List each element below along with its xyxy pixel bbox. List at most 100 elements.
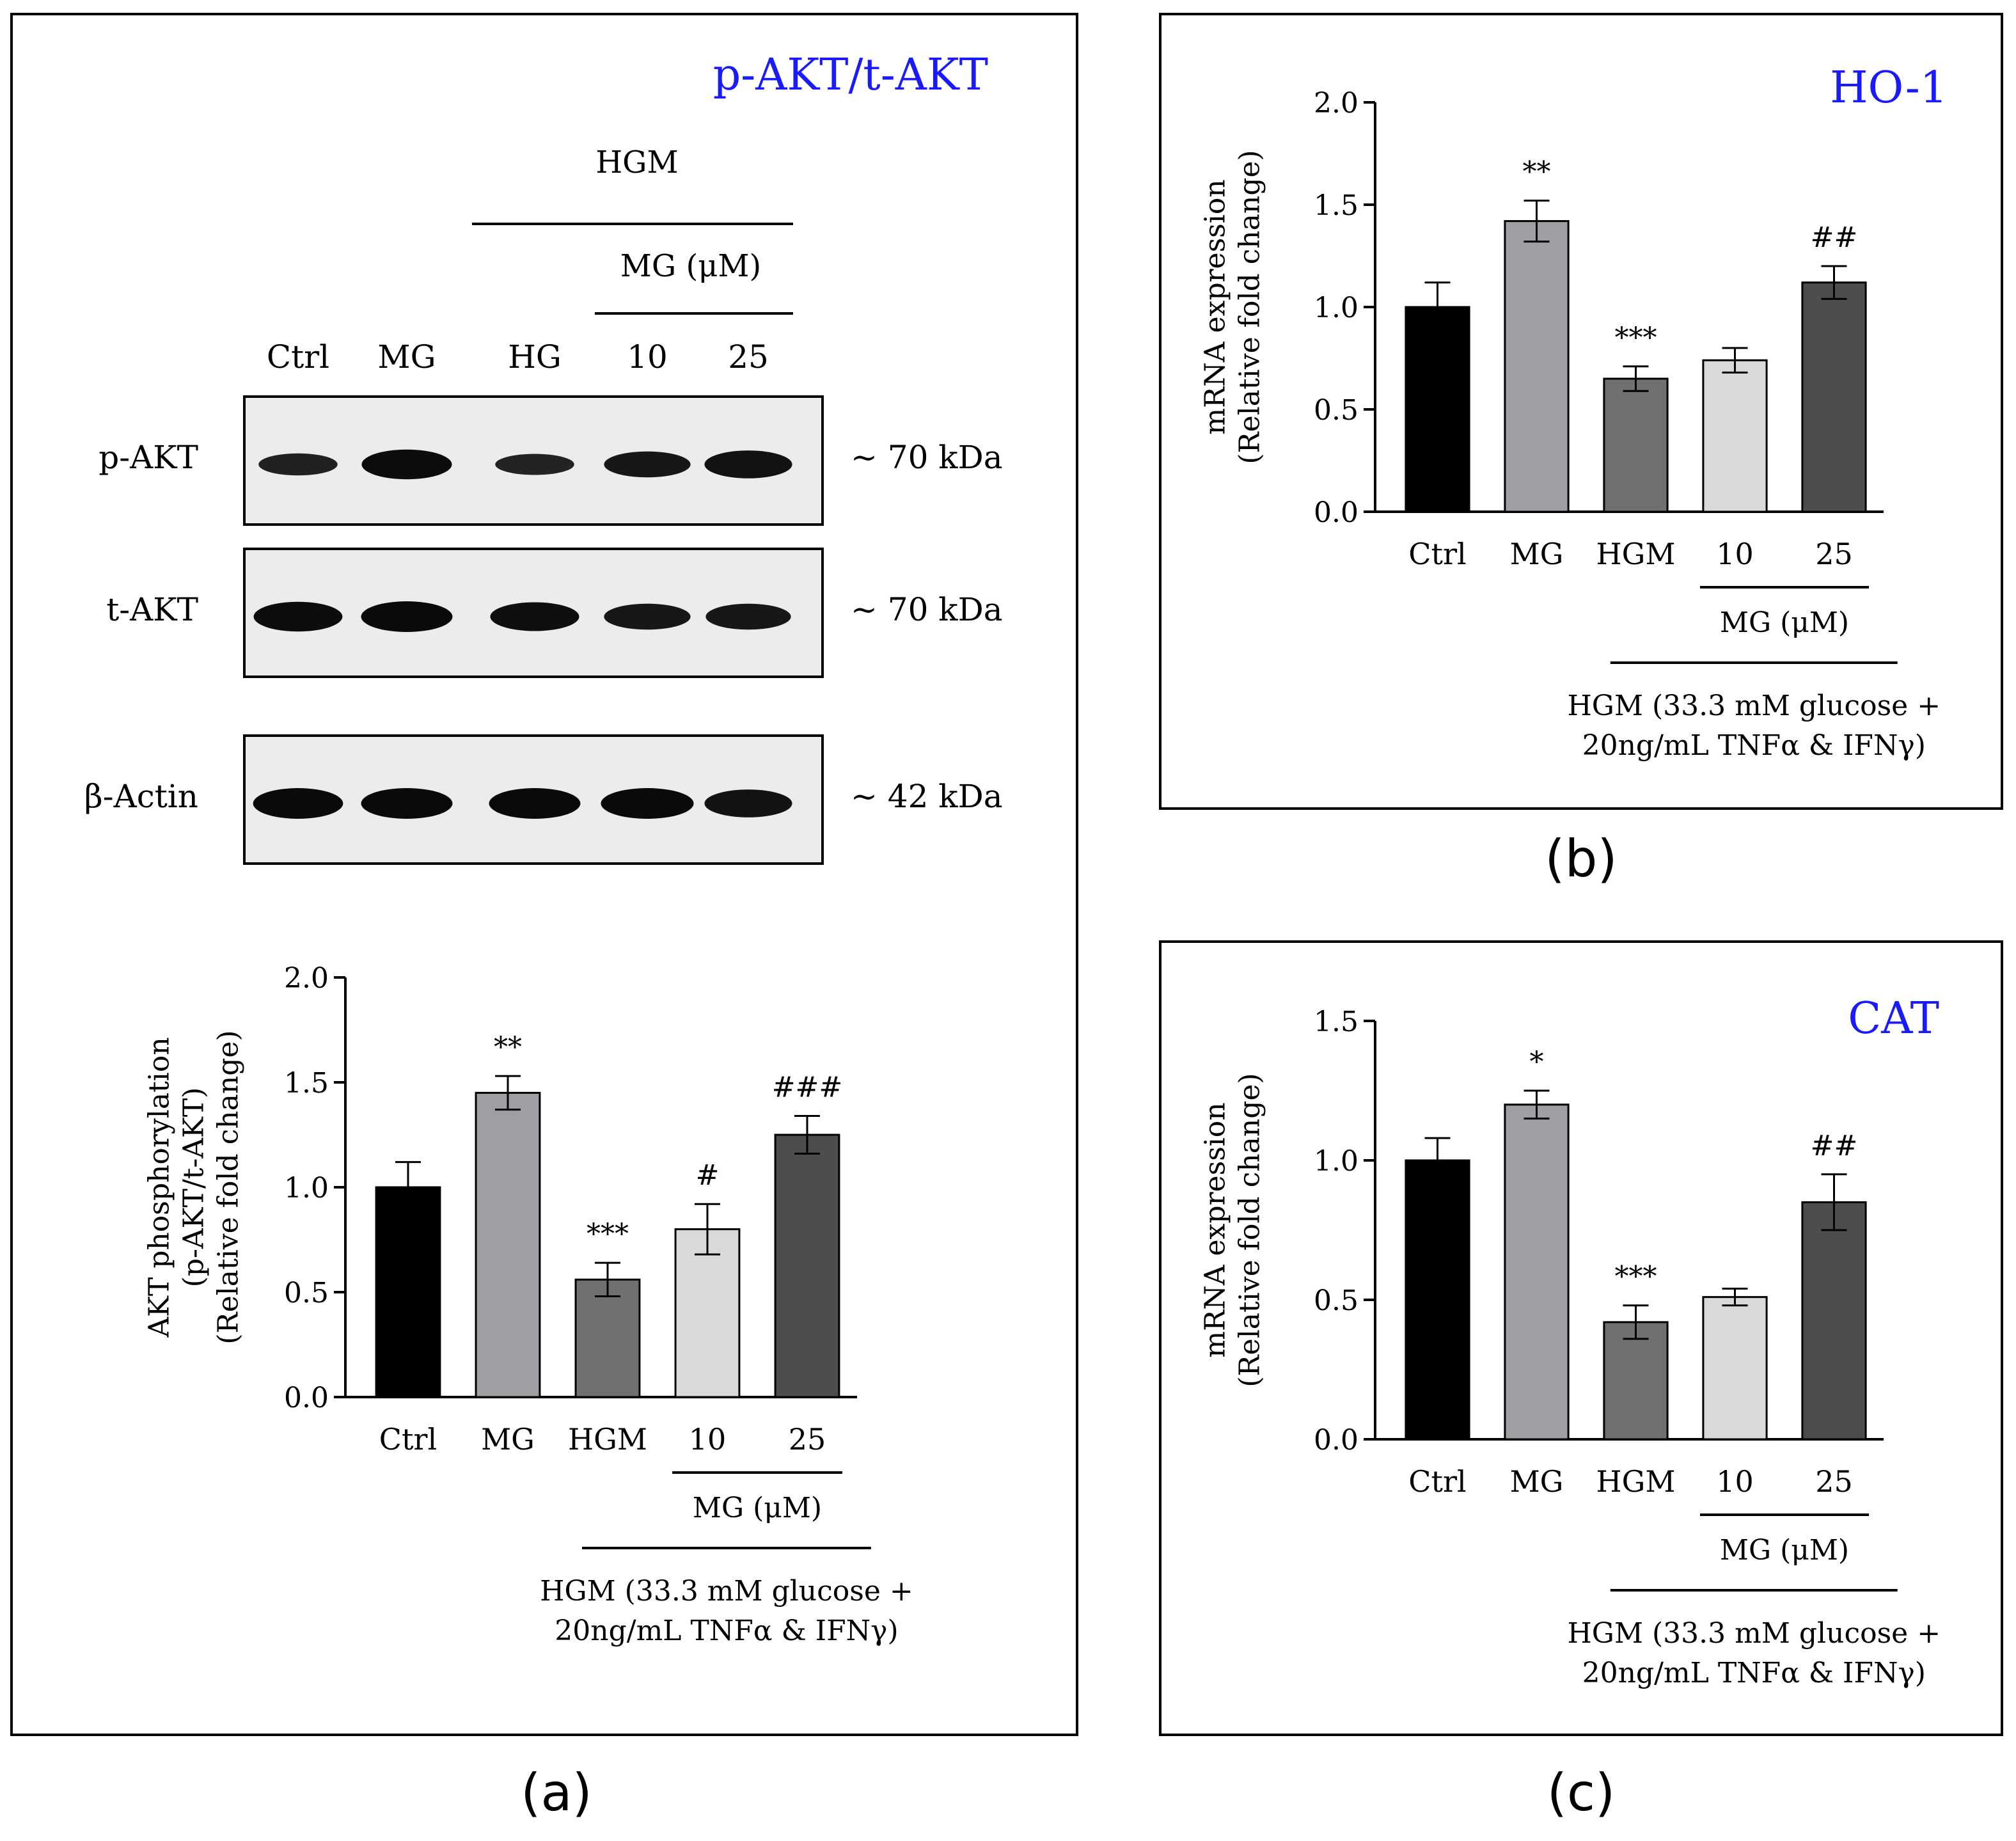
panel-c-title: CAT	[1848, 993, 1939, 1044]
blot-band	[361, 788, 453, 819]
blot-band	[258, 453, 338, 476]
blot-lane-label: MG	[377, 338, 436, 375]
significance-label: **	[1523, 156, 1551, 189]
significance-label: ##	[1811, 221, 1858, 254]
x-tick-label: Ctrl	[379, 1422, 437, 1457]
significance-label: #	[696, 1159, 720, 1192]
group-hgm-label: HGM (33.3 mM glucose +	[1567, 1617, 1941, 1650]
bar	[1801, 281, 1867, 513]
blot-row-mw: ~ 70 kDa	[851, 439, 1003, 476]
bar	[1504, 220, 1570, 513]
x-tick-label: 10	[1716, 537, 1754, 571]
y-axis-label: (Relative fold change)	[212, 1030, 245, 1344]
bar	[475, 1091, 541, 1398]
y-axis-label: (Relative fold change)	[1234, 150, 1266, 464]
blot-band	[704, 789, 792, 818]
y-tick-label: 1.5	[284, 1067, 329, 1100]
x-tick-label: 25	[1815, 1464, 1853, 1499]
blot-band	[490, 602, 579, 631]
y-tick-label: 0.0	[1314, 1424, 1358, 1457]
bar	[674, 1228, 741, 1398]
panel-c-frame	[1159, 940, 2003, 1736]
y-axis-label: (Relative fold change)	[1234, 1073, 1266, 1387]
y-tick-label: 1.0	[284, 1172, 329, 1205]
bar	[1603, 377, 1669, 513]
blot-band	[361, 601, 453, 632]
y-tick-label: 1.5	[1314, 189, 1358, 222]
group-hgm-label: 20ng/mL TNFα & IFNγ)	[1582, 729, 1926, 762]
significance-label: *	[1530, 1046, 1544, 1079]
blot-lane-label: Ctrl	[267, 338, 329, 375]
significance-label: ##	[1811, 1130, 1858, 1162]
x-tick-label: 25	[789, 1422, 826, 1457]
y-axis-label: mRNA expression	[1199, 1102, 1232, 1357]
panel-a-letter: (a)	[521, 1763, 592, 1822]
x-tick-label: MG	[1510, 537, 1564, 571]
significance-label: ###	[772, 1071, 843, 1103]
blot-band	[489, 788, 581, 819]
blot-band	[704, 450, 792, 478]
x-tick-label: 10	[1716, 1464, 1754, 1499]
group-hgm-label: 20ng/mL TNFα & IFNγ)	[1582, 1657, 1926, 1689]
blot-row-label: t-AKT	[106, 591, 198, 628]
x-tick-label: HGM	[1596, 537, 1676, 571]
y-axis-label: AKT phosphorylation	[143, 1037, 176, 1338]
blot-row-label: p-AKT	[98, 439, 198, 476]
bar	[1801, 1201, 1867, 1441]
blot-lane-label: 25	[728, 338, 769, 375]
panel-b-letter: (b)	[1545, 829, 1617, 889]
panel-a-frame	[10, 13, 1078, 1736]
x-tick-label: 25	[1815, 537, 1853, 571]
significance-label: ***	[1615, 322, 1657, 354]
y-tick-label: 1.0	[1314, 1145, 1358, 1178]
y-tick-label: 0.0	[1314, 496, 1358, 529]
bar	[574, 1278, 641, 1398]
bar	[1405, 1159, 1470, 1441]
blot-row-mw: ~ 70 kDa	[851, 591, 1003, 628]
western-blot: HGM MG (μM) Ctrl MG HG 10 25 p-AKT ~ 70 kDa t-AKT…	[84, 145, 1003, 865]
significance-label: ***	[587, 1218, 629, 1251]
panel-c-letter: (c)	[1547, 1763, 1615, 1822]
group-hgm-label: HGM (33.3 mM glucose +	[540, 1575, 913, 1608]
group-mg-label: MG (μM)	[1720, 606, 1849, 639]
panel-b-frame	[1159, 13, 2003, 810]
blot-lane-label: HG	[508, 338, 562, 375]
y-tick-label: 1.5	[1314, 1006, 1358, 1038]
bar	[1405, 306, 1470, 513]
significance-label: **	[494, 1031, 522, 1064]
y-tick-label: 0.0	[284, 1382, 329, 1414]
group-mg-label: MG (μM)	[1720, 1534, 1849, 1567]
blot-row-mw: ~ 42 kDa	[851, 778, 1003, 815]
blot-band	[253, 601, 343, 632]
x-tick-label: HGM	[568, 1422, 647, 1457]
y-tick-label: 0.5	[1314, 1284, 1358, 1317]
x-tick-label: MG	[1510, 1464, 1564, 1499]
x-tick-label: Ctrl	[1408, 537, 1466, 571]
y-tick-label: 2.0	[284, 962, 329, 995]
blot-band	[705, 603, 791, 630]
significance-label: ***	[1615, 1261, 1657, 1293]
y-axis-label: mRNA expression	[1199, 179, 1232, 434]
x-tick-label: MG	[481, 1422, 535, 1457]
x-tick-label: Ctrl	[1408, 1464, 1466, 1499]
y-tick-label: 0.5	[1314, 394, 1358, 427]
group-mg-label: MG (μM)	[693, 1492, 822, 1524]
blot-group-hgm-label: HGM	[595, 145, 678, 180]
blot-row-label: β-Actin	[84, 778, 198, 815]
blot-band	[604, 451, 691, 478]
y-axis-label: (p-AKT/t-AKT)	[178, 1087, 210, 1288]
bar	[774, 1134, 840, 1398]
bar	[1504, 1103, 1570, 1441]
bar	[1702, 359, 1768, 513]
y-tick-label: 1.0	[1314, 292, 1358, 324]
blot-band	[601, 788, 694, 819]
chart-akt-phosphorylation: 0.0 0.5 1.0 1.5 2.0 AKT phosphorylation (p-AKT…	[143, 962, 913, 1647]
bar	[375, 1186, 441, 1398]
y-tick-label: 2.0	[1314, 87, 1358, 120]
blot-band	[253, 788, 343, 819]
group-hgm-label: HGM (33.3 mM glucose +	[1567, 690, 1941, 722]
panel-b-title: HO-1	[1830, 63, 1948, 113]
y-tick-label: 0.5	[284, 1277, 329, 1309]
chart-ho1: 0.0 0.5 1.0 1.5 2.0 mRNA expression (Relative …	[1199, 87, 1941, 762]
